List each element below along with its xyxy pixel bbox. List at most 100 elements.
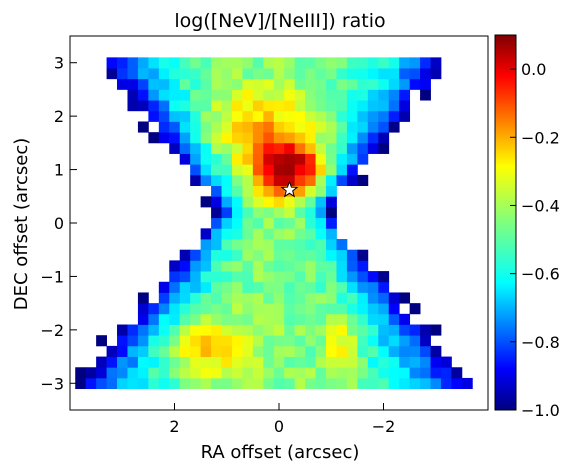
heatmap-cell [315,292,327,304]
heatmap-cell [284,57,296,69]
heatmap-cell [336,313,348,325]
heatmap-cell [231,153,243,165]
heatmap-cell [367,68,379,80]
heatmap-cell [179,89,191,101]
heatmap-cell [200,121,212,133]
heatmap-cell [200,303,212,315]
heatmap-cell [221,68,233,80]
heatmap-cell [294,196,306,208]
heatmap-cell [200,110,212,122]
heatmap-cell [127,89,139,101]
heatmap-cell [252,324,264,336]
heatmap-cell [200,345,212,357]
heatmap-cell [305,132,316,144]
heatmap-cell [430,68,442,80]
heatmap-cell [252,345,264,357]
heatmap-cell [169,260,181,272]
heatmap-cell [179,303,191,315]
heatmap-cell [85,377,97,390]
heatmap-cell [367,324,379,336]
heatmap-cell [96,356,107,368]
heatmap-cell [336,174,348,186]
heatmap-cell [315,164,327,176]
heatmap-cell [284,335,296,347]
heatmap-cell [284,68,296,80]
heatmap-cell [367,313,379,325]
heatmap-cell [137,303,149,315]
heatmap-cell [148,313,160,325]
heatmap-cell [169,367,181,379]
heatmap-cell [127,377,139,390]
heatmap-cell [221,153,233,165]
heatmap-cell [221,206,233,219]
heatmap-cell [169,89,181,101]
heatmap-cell [75,377,87,390]
heatmap-cell [211,57,222,69]
heatmap-cell [399,324,411,336]
heatmap-cell [336,335,348,347]
heatmap-cell [231,89,243,101]
heatmap-cell [326,196,337,208]
heatmap-cell [273,377,285,390]
heatmap-cell [190,164,202,176]
heatmap-cell [137,345,149,357]
heatmap-cell [378,100,390,112]
heatmap-cell [231,367,243,379]
y-tick-label: −3 [40,374,64,393]
heatmap-cell [273,57,285,69]
heatmap-cell [221,249,233,261]
heatmap-cell [315,239,327,251]
heatmap-cell [221,377,233,390]
heatmap-cell [294,68,306,80]
heatmap-cell [263,206,275,219]
heatmap-cell [221,345,233,357]
heatmap-cell [430,324,442,336]
heatmap-cell [137,313,149,325]
heatmap-cell [357,313,369,325]
heatmap-cell [242,228,254,240]
heatmap-cell [336,292,348,304]
heatmap-cell [211,196,222,208]
heatmap-cell [305,100,316,112]
heatmap-cell [158,121,170,133]
heatmap-cell [117,335,128,347]
heatmap-cell [326,335,337,347]
heatmap-cell [315,271,327,283]
heatmap-cell [440,356,452,368]
heatmap-cell [315,100,327,112]
heatmap-cell [326,367,337,379]
heatmap-cell [294,271,306,283]
heatmap-cell [252,249,264,261]
heatmap-cell [200,313,212,325]
heatmap-cell [211,217,222,229]
heatmap-cell [137,356,149,368]
heatmap-cell [367,57,379,69]
y-tick-label: −2 [40,321,64,340]
heatmap-cell [305,356,316,368]
heatmap-cell [231,281,243,293]
heatmap-cell [221,196,233,208]
heatmap-cell [231,57,243,69]
heatmap-cell [148,68,160,80]
heatmap-cell [190,335,202,347]
heatmap-cell [252,121,264,133]
heatmap-cell [211,132,222,144]
heatmap-cell [242,185,254,197]
heatmap-cell [190,78,202,90]
heatmap-cell [190,260,202,272]
heatmap-cell [336,164,348,176]
heatmap-cell [367,132,379,144]
heatmap-cell [305,57,316,69]
heatmap-cell [242,174,254,186]
heatmap-cell [106,356,118,368]
heatmap-cell [242,303,254,315]
heatmap-cell [367,377,379,390]
heatmap-cell [263,164,275,176]
heatmap-cell [179,142,191,154]
heatmap-cell [367,100,379,112]
colorbar-tick-label: −1.0 [521,401,560,420]
colorbar: 0.0 −0.2 −0.4 −0.6 −0.8 −1.0 [494,34,560,420]
heatmap-cell [315,110,327,122]
heatmap-cell [326,356,337,368]
heatmap-cell [399,292,411,304]
